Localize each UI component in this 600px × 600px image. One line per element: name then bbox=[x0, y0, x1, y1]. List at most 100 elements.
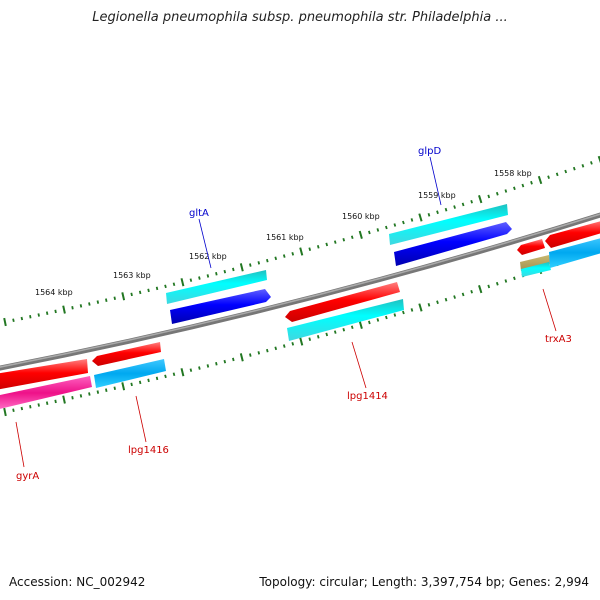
minor-tick bbox=[147, 288, 150, 293]
kbp-label: 1560 kbp bbox=[342, 212, 380, 221]
genome-backbone bbox=[0, 212, 600, 371]
minor-tick bbox=[495, 281, 499, 286]
minor-tick bbox=[257, 261, 261, 265]
minor-tick bbox=[487, 284, 491, 289]
minor-tick bbox=[385, 315, 388, 320]
gene-lpg1414-arrow[interactable] bbox=[285, 282, 404, 341]
gene-label-lpg1416[interactable]: lpg1416 bbox=[128, 445, 169, 456]
minor-tick bbox=[79, 304, 83, 308]
minor-tick bbox=[54, 309, 57, 314]
minor-tick bbox=[12, 318, 15, 322]
gene-label-glpD[interactable]: glpD bbox=[418, 146, 441, 157]
minor-tick bbox=[147, 378, 150, 383]
major-tick bbox=[299, 337, 304, 346]
gene-gltA-arrow[interactable] bbox=[166, 270, 271, 324]
minor-tick bbox=[453, 295, 456, 299]
major-tick bbox=[358, 320, 363, 329]
minor-tick bbox=[453, 205, 456, 209]
minor-tick bbox=[427, 303, 431, 307]
gene-label-trxA3[interactable]: trxA3 bbox=[545, 334, 572, 345]
major-tick bbox=[418, 303, 423, 312]
minor-tick bbox=[504, 189, 508, 193]
minor-tick bbox=[590, 161, 593, 165]
kbp-label: 1563 kbp bbox=[113, 271, 151, 280]
minor-tick bbox=[45, 311, 49, 315]
major-tick bbox=[3, 407, 7, 417]
gene-label-gltA[interactable]: gltA bbox=[189, 208, 209, 219]
minor-tick bbox=[436, 210, 439, 215]
minor-tick bbox=[105, 298, 108, 302]
minor-tick bbox=[282, 254, 286, 258]
major-tick bbox=[62, 305, 66, 314]
minor-tick bbox=[232, 357, 235, 362]
minor-tick bbox=[461, 202, 465, 207]
minor-tick bbox=[436, 300, 439, 305]
minor-tick bbox=[333, 330, 337, 334]
minor-tick bbox=[266, 258, 269, 263]
minor-tick bbox=[130, 382, 133, 387]
major-tick bbox=[537, 175, 543, 185]
major-tick bbox=[239, 353, 244, 362]
minor-tick bbox=[530, 180, 533, 185]
minor-tick bbox=[513, 186, 516, 191]
minor-tick bbox=[189, 368, 193, 372]
minor-tick bbox=[410, 308, 414, 312]
minor-tick bbox=[385, 225, 388, 230]
minor-tick bbox=[291, 252, 295, 256]
minor-tick bbox=[54, 399, 57, 404]
minor-tick bbox=[155, 376, 159, 381]
minor-tick bbox=[547, 175, 550, 179]
minor-tick bbox=[308, 247, 312, 251]
minor-tick bbox=[410, 218, 414, 222]
minor-tick bbox=[130, 292, 133, 297]
gene-label-gyrA[interactable]: gyrA bbox=[16, 471, 39, 482]
minor-tick bbox=[20, 406, 24, 411]
minor-tick bbox=[350, 235, 354, 240]
minor-tick bbox=[138, 290, 142, 295]
gene-trxA3-arrow[interactable] bbox=[517, 220, 600, 277]
minor-tick bbox=[495, 191, 499, 196]
gyrA-label-line bbox=[15, 421, 25, 468]
minor-tick bbox=[427, 213, 431, 217]
minor-tick bbox=[274, 346, 278, 351]
gene-glpD-arrow[interactable] bbox=[389, 204, 512, 266]
major-tick bbox=[3, 317, 7, 327]
minor-tick bbox=[470, 200, 473, 204]
minor-tick bbox=[581, 164, 585, 168]
gene-lpg1416-arrow[interactable] bbox=[92, 342, 166, 388]
minor-tick bbox=[572, 166, 576, 171]
minor-tick bbox=[564, 169, 568, 174]
minor-tick bbox=[402, 310, 405, 315]
minor-tick bbox=[266, 348, 269, 353]
genome-summary-text: Topology: circular; Length: 3,397,754 bp… bbox=[259, 575, 589, 589]
kbp-label: 1561 kbp bbox=[266, 233, 304, 242]
gene-label-lpg1414[interactable]: lpg1414 bbox=[347, 391, 388, 402]
major-tick bbox=[180, 368, 185, 377]
minor-tick bbox=[274, 256, 278, 261]
major-tick bbox=[180, 278, 185, 287]
minor-tick bbox=[461, 292, 465, 297]
minor-tick bbox=[350, 325, 354, 330]
lpg1414-label-line bbox=[351, 341, 367, 389]
minor-tick bbox=[113, 296, 116, 300]
gene-gyrA-arrow[interactable] bbox=[0, 359, 92, 410]
minor-tick bbox=[113, 386, 116, 390]
minor-tick bbox=[189, 278, 193, 282]
minor-tick bbox=[308, 337, 312, 341]
minor-tick bbox=[393, 223, 397, 227]
minor-tick bbox=[249, 353, 252, 357]
kbp-label: 1558 kbp bbox=[494, 169, 532, 178]
minor-tick bbox=[20, 316, 24, 321]
minor-tick bbox=[37, 403, 40, 407]
minor-tick bbox=[88, 392, 91, 396]
minor-tick bbox=[513, 276, 516, 281]
minor-tick bbox=[325, 332, 329, 337]
minor-tick bbox=[249, 263, 252, 267]
kbp-label: 1559 kbp bbox=[418, 191, 456, 200]
minor-tick bbox=[342, 327, 346, 332]
minor-tick bbox=[470, 290, 473, 294]
kbp-label: 1564 kbp bbox=[35, 288, 73, 297]
major-tick bbox=[121, 382, 126, 391]
minor-tick bbox=[215, 362, 218, 366]
